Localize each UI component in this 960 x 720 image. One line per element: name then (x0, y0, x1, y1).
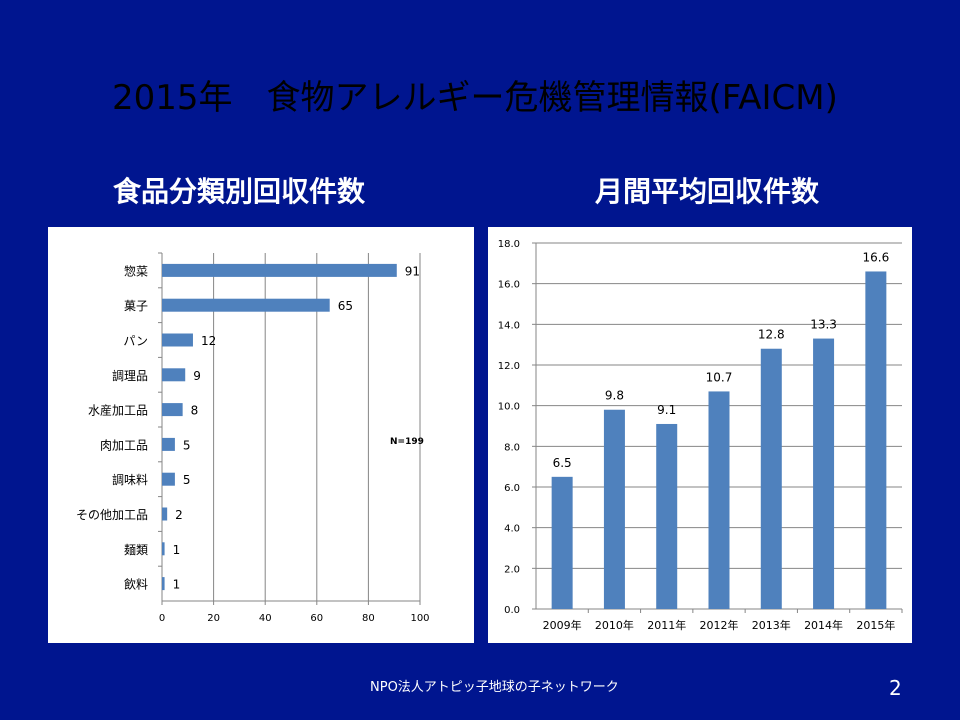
bar-value-label: 10.7 (706, 370, 733, 384)
right-chart-heading: 月間平均回収件数 (595, 175, 820, 208)
bar-value-label: 6.5 (553, 456, 572, 470)
bar-value-label: 91 (405, 264, 420, 278)
bar-value-label: 9.1 (657, 403, 676, 417)
category-label: 惣菜 (124, 263, 148, 278)
category-bar (162, 333, 193, 347)
year-label: 2014年 (804, 618, 843, 632)
monthly-bar-chart: 0.0 2.0 4.0 6.0 8.0 10.0 12.0 14.0 16.0 18.0 6.5 20… (498, 239, 903, 632)
bar-value-label: 12 (201, 334, 216, 348)
category-bar (162, 298, 330, 312)
category-label: 麺類 (124, 543, 148, 557)
year-label: 2012年 (700, 618, 739, 632)
year-label: 2015年 (856, 618, 895, 632)
year-label: 2013年 (752, 618, 791, 632)
x-tick-label: 40 (259, 613, 272, 624)
category-bar (162, 368, 186, 382)
category-label: 菓子 (124, 299, 148, 313)
y-tick-label: 0.0 (504, 605, 520, 616)
year-label: 2009年 (543, 618, 582, 632)
year-bar (813, 338, 835, 609)
slide-title: 2015年 食物アレルギー危機管理情報(FAICM) (112, 78, 838, 118)
y-tick-label: 2.0 (504, 564, 520, 575)
bar-value-label: 13.3 (810, 318, 837, 332)
category-bar (162, 577, 165, 591)
bar-value-label: 5 (183, 473, 191, 487)
year-bar (708, 391, 730, 609)
year-label: 2010年 (595, 618, 634, 632)
bar-value-label: 9 (193, 369, 201, 383)
y-tick-label: 4.0 (504, 524, 520, 535)
bar-value-label: 1 (173, 543, 181, 557)
x-tick-label: 100 (410, 613, 429, 624)
category-label: 調味料 (112, 473, 148, 487)
category-bar (162, 263, 397, 277)
x-tick-label: 20 (207, 613, 220, 624)
year-bar (603, 409, 625, 609)
sample-size-annotation: N=199 (390, 437, 424, 447)
y-tick-label: 6.0 (504, 483, 520, 494)
bar-value-label: 5 (183, 438, 191, 452)
bar-value-label: 16.6 (862, 250, 889, 264)
year-bar (656, 423, 678, 609)
category-bar (162, 403, 183, 417)
y-tick-label: 14.0 (498, 320, 520, 331)
footer-organization: NPO法人アトピッ子地球の子ネットワーク (370, 680, 619, 695)
x-tick-label: 60 (310, 613, 323, 624)
bar-value-label: 9.8 (605, 389, 624, 403)
category-label: 調理品 (112, 369, 148, 383)
y-tick-label: 8.0 (504, 442, 520, 453)
x-tick-label: 0 (159, 613, 165, 624)
year-bar (760, 348, 782, 609)
year-bar (551, 476, 573, 609)
y-tick-label: 10.0 (498, 402, 520, 413)
category-bar (162, 542, 165, 556)
x-tick-label: 80 (362, 613, 375, 624)
bar-value-label: 1 (173, 578, 181, 592)
monthly-chart-panel: 0.0 2.0 4.0 6.0 8.0 10.0 12.0 14.0 16.0 18.0 6.5 20… (488, 227, 912, 643)
left-chart-heading: 食品分類別回収件数 (113, 175, 366, 208)
bar-value-label: 2 (175, 508, 183, 522)
bar-value-label: 12.8 (758, 328, 785, 342)
category-bar (162, 507, 168, 521)
bar-value-label: 65 (338, 299, 353, 313)
category-bar (162, 472, 175, 486)
page-number: 2 (889, 676, 902, 700)
category-chart-panel: 0 20 40 60 80 100 惣菜 91 菓子 65 パン 12 調理品 9 水産加工品 8 肉加工品 5 調… (48, 227, 474, 643)
category-bar (162, 437, 175, 451)
category-label: その他加工品 (76, 508, 148, 522)
year-label: 2011年 (647, 618, 686, 632)
year-bar (865, 271, 887, 609)
y-tick-label: 16.0 (498, 280, 520, 291)
y-tick-label: 18.0 (498, 239, 520, 250)
category-label: 水産加工品 (88, 403, 148, 418)
y-tick-label: 12.0 (498, 361, 520, 372)
category-label: 肉加工品 (100, 438, 148, 452)
category-label: 飲料 (124, 577, 148, 592)
category-label: パン (123, 334, 148, 348)
bar-value-label: 8 (191, 404, 199, 418)
